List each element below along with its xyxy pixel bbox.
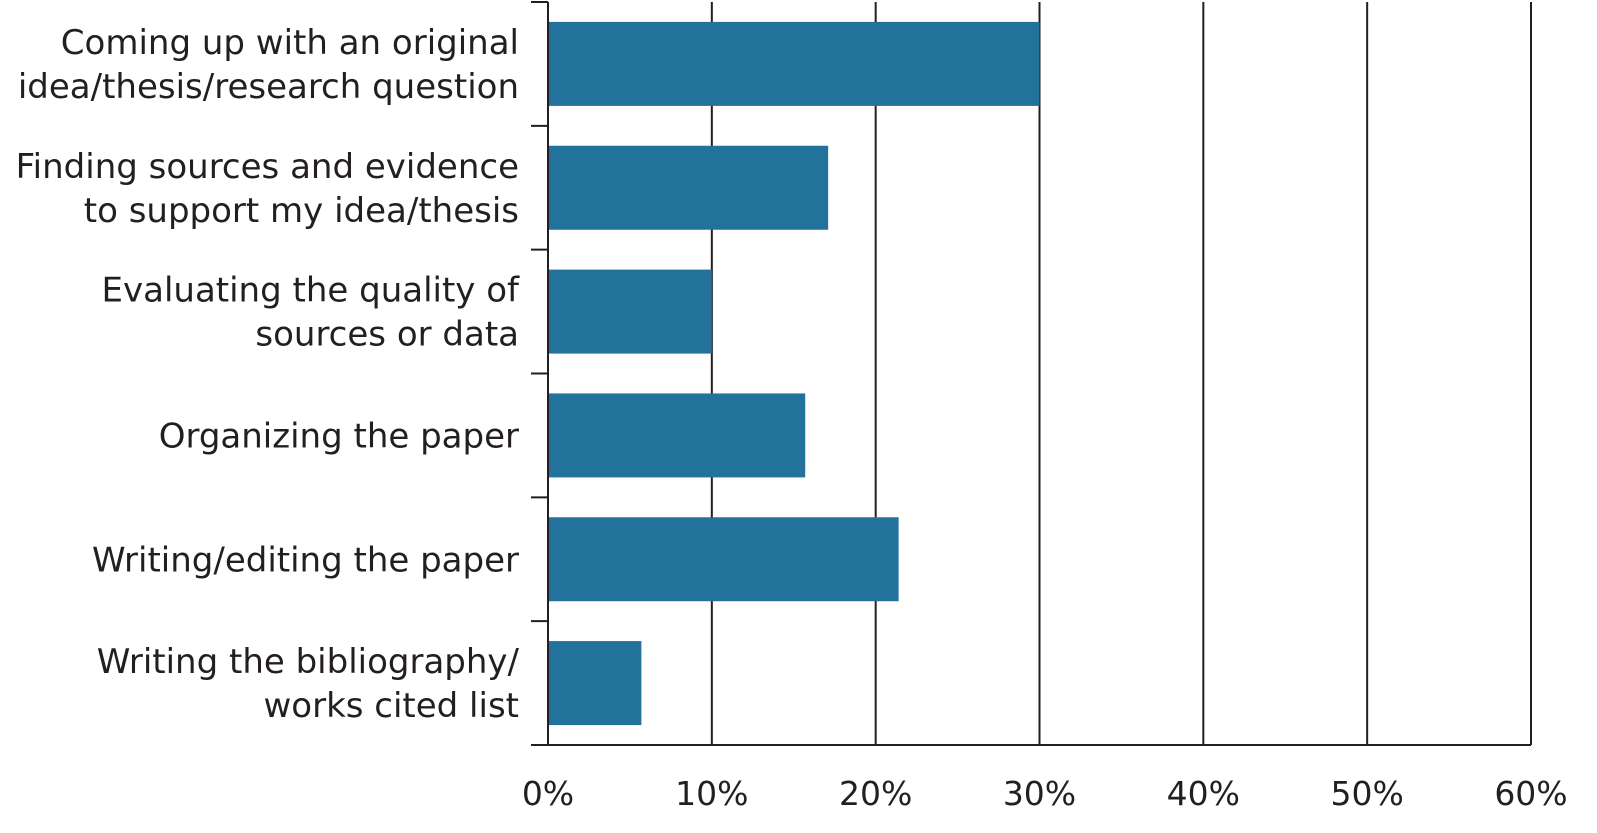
category-label-line: Finding sources and evidence <box>16 147 519 187</box>
category-label: Writing/editing the paper <box>92 540 519 580</box>
x-tick-label: 30% <box>1003 774 1076 813</box>
category-label-line: Evaluating the quality of <box>102 271 521 311</box>
bar <box>548 269 712 354</box>
x-tick-label: 60% <box>1494 774 1567 813</box>
category-label-line: Coming up with an original <box>61 23 519 63</box>
category-label-line: Organizing the paper <box>159 416 519 456</box>
category-labels: Coming up with an original idea/thesis/re… <box>16 23 520 726</box>
x-tick-label: 50% <box>1330 774 1403 813</box>
bar <box>548 641 642 726</box>
category-label: Writing the bibliography/works cited lis… <box>97 642 520 726</box>
category-label-line: sources or data <box>255 315 519 355</box>
category-label-line: idea/thesis/research question <box>18 67 519 107</box>
bar <box>548 145 829 230</box>
x-tick-label: 0% <box>522 774 574 813</box>
x-tick-label: 20% <box>839 774 912 813</box>
x-tick-labels: 0% 10% 20% 30% 40% 50% 60% <box>522 774 1568 813</box>
x-tick-label: 40% <box>1167 774 1240 813</box>
category-label-line: works cited list <box>263 686 519 726</box>
axes <box>531 1 1531 746</box>
gridlines <box>710 2 1532 745</box>
bar <box>548 393 806 478</box>
x-tick-label: 10% <box>675 774 748 813</box>
bars <box>548 21 1040 726</box>
category-label-line: Writing/editing the paper <box>92 540 519 580</box>
category-label: Organizing the paper <box>159 416 519 456</box>
category-label: Finding sources and evidence to support m… <box>16 147 519 231</box>
category-label: Evaluating the quality of sources or data <box>102 271 521 355</box>
bar <box>548 517 899 602</box>
category-label-line: to support my idea/thesis <box>84 191 519 231</box>
category-label: Coming up with an original idea/thesis/re… <box>18 23 519 107</box>
category-label-line: Writing the bibliography/ <box>97 642 520 682</box>
bar <box>548 21 1040 106</box>
